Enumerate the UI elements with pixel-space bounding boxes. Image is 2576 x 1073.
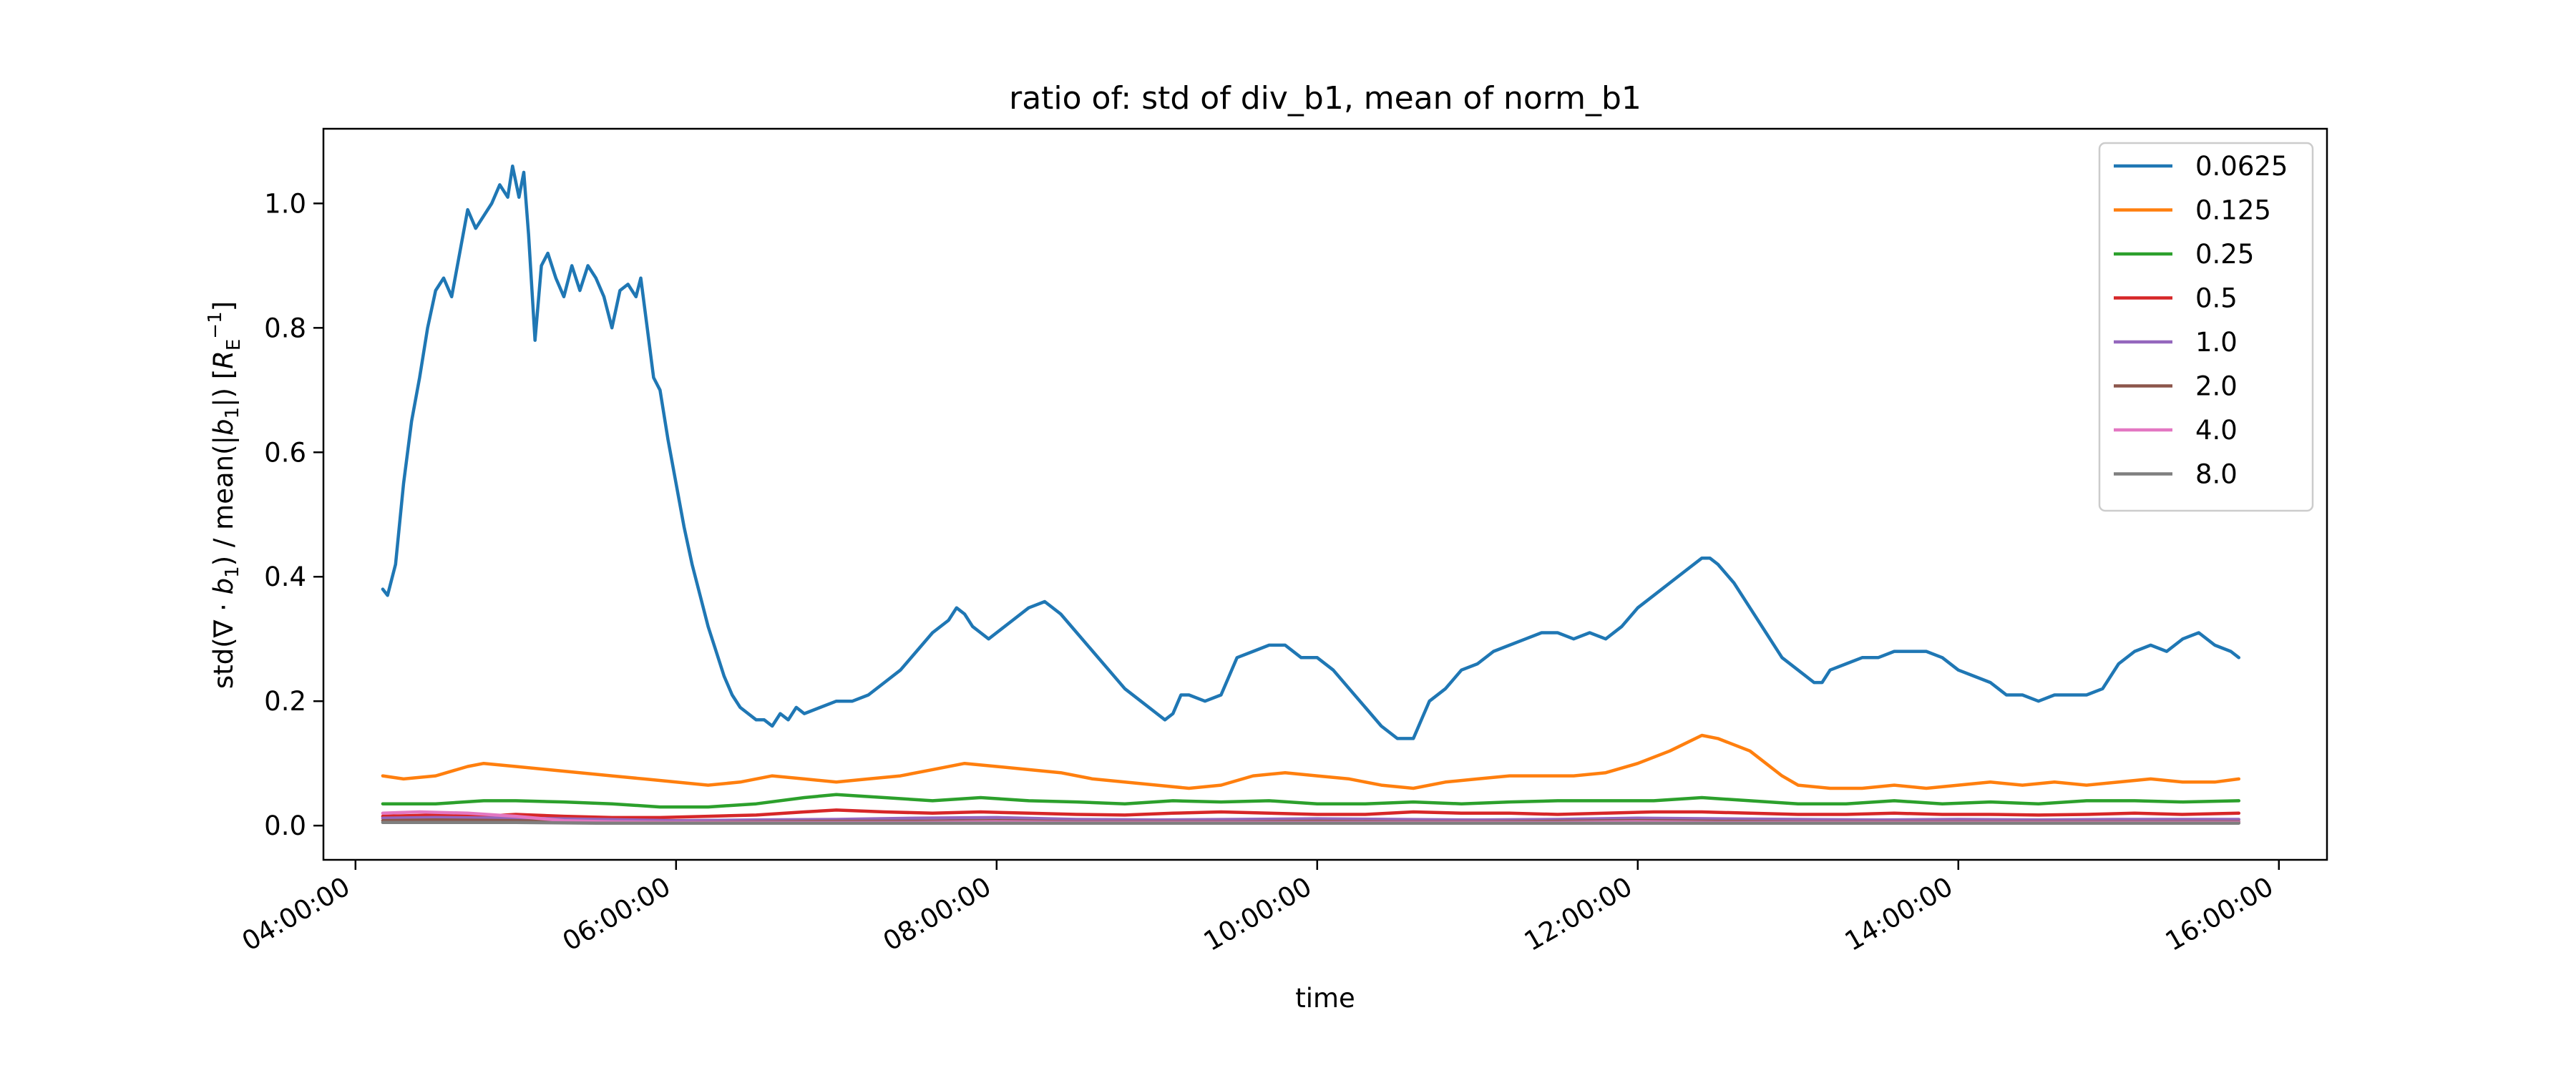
legend-label: 8.0 <box>2195 459 2238 490</box>
x-tick-label: 06:00:00 <box>557 871 675 957</box>
x-tick-label: 10:00:00 <box>1199 871 1317 957</box>
legend-label: 0.25 <box>2195 239 2254 270</box>
x-tick-label: 16:00:00 <box>2160 871 2278 957</box>
legend-label: 2.0 <box>2195 371 2238 402</box>
series-line-1-0 <box>381 815 2241 823</box>
x-tick-label: 04:00:00 <box>237 871 355 957</box>
legend-label: 0.125 <box>2195 195 2271 226</box>
x-tick-label: 14:00:00 <box>1840 871 1958 957</box>
legend-label: 0.0625 <box>2195 151 2288 182</box>
y-axis-label: std(∇ · b1) / mean(|b1|) [RE−1] <box>205 301 245 689</box>
series-line-0-0625 <box>381 164 2241 740</box>
x-axis-label: time <box>1295 983 1355 1014</box>
x-axis: 04:00:00 06:00:00 08:00:00 10:00:00 12:00:00… <box>237 860 2280 957</box>
x-tick-label: 08:00:00 <box>878 871 996 957</box>
series-line-0-25 <box>381 793 2241 809</box>
y-axis: 0.0 0.2 0.4 0.6 0.8 1.0 <box>264 188 323 841</box>
series-layer <box>381 164 2241 825</box>
plot-frame <box>322 127 2328 861</box>
x-tick-label: 12:00:00 <box>1519 871 1637 957</box>
y-tick-label: 0.2 <box>264 686 306 717</box>
chart-title: ratio of: std of div_b1, mean of norm_b1 <box>1009 80 1641 117</box>
series-line-0-125 <box>381 733 2241 790</box>
legend-label: 4.0 <box>2195 415 2238 446</box>
legend-label: 0.5 <box>2195 283 2238 314</box>
y-tick-label: 1.0 <box>264 188 306 219</box>
y-tick-label: 0.6 <box>264 437 306 468</box>
legend: 0.0625 0.125 0.25 0.5 1.0 2.0 4.0 8.0 <box>2098 142 2314 512</box>
series-line-0-5 <box>381 808 2241 820</box>
y-tick-label: 0.0 <box>264 810 306 841</box>
legend-label: 1.0 <box>2195 327 2238 358</box>
legend-box <box>2098 142 2314 512</box>
y-tick-label: 0.8 <box>264 313 306 343</box>
y-tick-label: 0.4 <box>264 562 306 592</box>
plot-area <box>322 127 2328 861</box>
